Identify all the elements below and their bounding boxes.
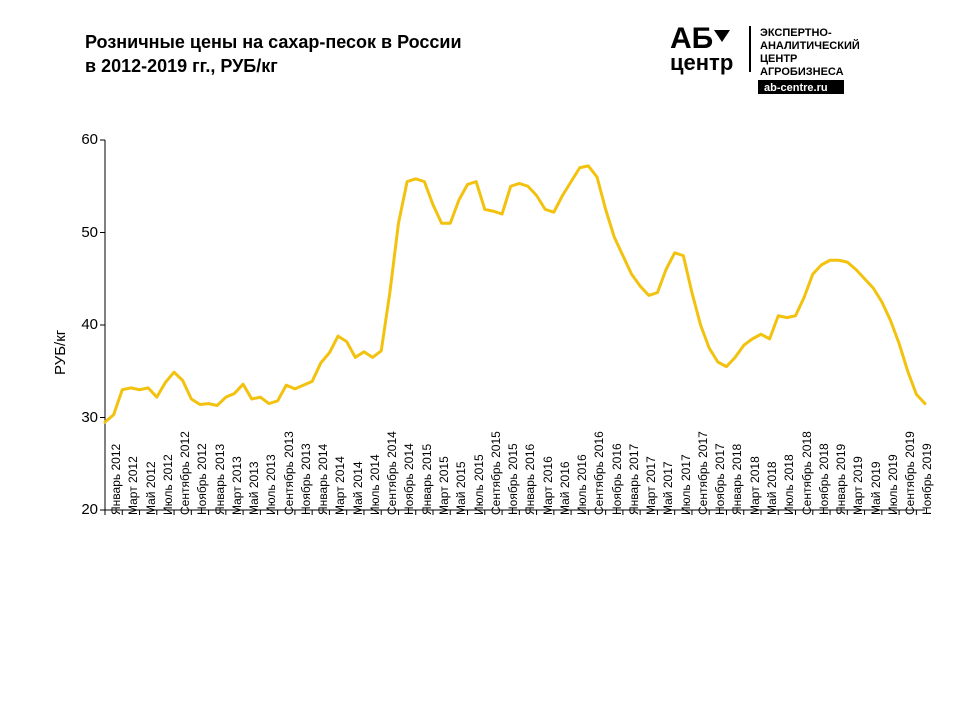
x-tick-label: Январь 2019 — [834, 444, 848, 515]
x-tick-label: Сентябрь 2019 — [903, 431, 917, 515]
x-tick-label: Ноябрь 2013 — [299, 443, 313, 515]
logo-arrow-icon — [714, 30, 730, 42]
x-tick-label: Июль 2013 — [264, 454, 278, 515]
x-tick-label: Январь 2013 — [213, 444, 227, 515]
x-tick-label: Март 2012 — [126, 456, 140, 515]
x-tick-label: Май 2012 — [144, 461, 158, 515]
x-tick-label: Май 2016 — [558, 461, 572, 515]
x-tick-label: Июль 2018 — [782, 454, 796, 515]
logo-url: ab-centre.ru — [764, 82, 828, 94]
x-tick-label: Сентябрь 2016 — [592, 431, 606, 515]
x-tick-label: Сентябрь 2017 — [696, 431, 710, 515]
logo-desc-4: АГРОБИЗНЕСА — [760, 66, 844, 78]
x-tick-label: Январь 2018 — [730, 444, 744, 515]
logo-svg: АБ центр ЭКСПЕРТНО- АНАЛИТИЧЕСКИЙ ЦЕНТР … — [670, 22, 930, 92]
x-tick-label: Ноябрь 2012 — [195, 443, 209, 515]
x-tick-label: Июль 2015 — [472, 454, 486, 515]
x-tick-label: Май 2014 — [351, 461, 365, 515]
x-tick-label: Сентябрь 2018 — [800, 431, 814, 515]
x-tick-label: Январь 2015 — [420, 444, 434, 515]
x-tick-label: Март 2015 — [437, 456, 451, 515]
x-tick-label: Май 2015 — [454, 461, 468, 515]
title-line-2: в 2012-2019 гг., РУБ/кг — [85, 56, 278, 76]
chart-title: Розничные цены на сахар-песок в России в… — [85, 30, 462, 79]
x-tick-label: Сентябрь 2012 — [178, 431, 192, 515]
x-tick-label: Июль 2019 — [886, 454, 900, 515]
y-axis-label: РУБ/кг — [52, 330, 69, 375]
price-line — [105, 166, 925, 422]
x-tick-label: Июль 2012 — [161, 454, 175, 515]
x-tick-label: Ноябрь 2018 — [817, 443, 831, 515]
x-tick-label: Март 2016 — [541, 456, 555, 515]
x-tick-label: Март 2014 — [333, 456, 347, 515]
x-tick-label: Январь 2012 — [109, 444, 123, 515]
x-tick-label: Март 2013 — [230, 456, 244, 515]
x-tick-label: Ноябрь 2015 — [506, 443, 520, 515]
y-tick-label: 20 — [58, 501, 98, 518]
x-tick-label: Ноябрь 2017 — [713, 443, 727, 515]
chart-area: РУБ/кг 2030405060 Январь 2012Март 2012Ма… — [40, 140, 930, 700]
x-tick-label: Январь 2016 — [523, 444, 537, 515]
x-tick-label: Май 2018 — [765, 461, 779, 515]
x-tick-label: Сентябрь 2015 — [489, 431, 503, 515]
x-tick-label: Май 2019 — [869, 461, 883, 515]
x-tick-label: Март 2019 — [851, 456, 865, 515]
x-labels-area: Январь 2012Март 2012Май 2012Июль 2012Сен… — [105, 515, 925, 695]
x-tick-label: Май 2017 — [661, 461, 675, 515]
y-tick-label: 30 — [58, 409, 98, 426]
logo-desc-1: ЭКСПЕРТНО- — [760, 27, 832, 39]
x-tick-label: Май 2013 — [247, 461, 261, 515]
logo-center: центр — [670, 50, 733, 75]
x-tick-label: Июль 2016 — [575, 454, 589, 515]
logo-desc-3: ЦЕНТР — [760, 53, 797, 65]
x-tick-label: Ноябрь 2016 — [610, 443, 624, 515]
brand-logo: АБ центр ЭКСПЕРТНО- АНАЛИТИЧЕСКИЙ ЦЕНТР … — [670, 22, 930, 92]
y-tick-label: 50 — [58, 224, 98, 241]
x-tick-label: Июль 2017 — [679, 454, 693, 515]
x-tick-label: Июль 2014 — [368, 454, 382, 515]
x-tick-label: Январь 2017 — [627, 444, 641, 515]
x-tick-label: Сентябрь 2013 — [282, 431, 296, 515]
x-tick-label: Март 2017 — [644, 456, 658, 515]
x-tick-label: Март 2018 — [748, 456, 762, 515]
logo-desc-2: АНАЛИТИЧЕСКИЙ — [760, 39, 860, 52]
x-tick-label: Ноябрь 2014 — [402, 443, 416, 515]
y-tick-label: 60 — [58, 131, 98, 148]
x-tick-label: Ноябрь 2019 — [920, 443, 934, 515]
y-tick-label: 40 — [58, 316, 98, 333]
title-line-1: Розничные цены на сахар-песок в России — [85, 32, 462, 52]
x-tick-label: Сентябрь 2014 — [385, 431, 399, 515]
x-tick-label: Январь 2014 — [316, 444, 330, 515]
